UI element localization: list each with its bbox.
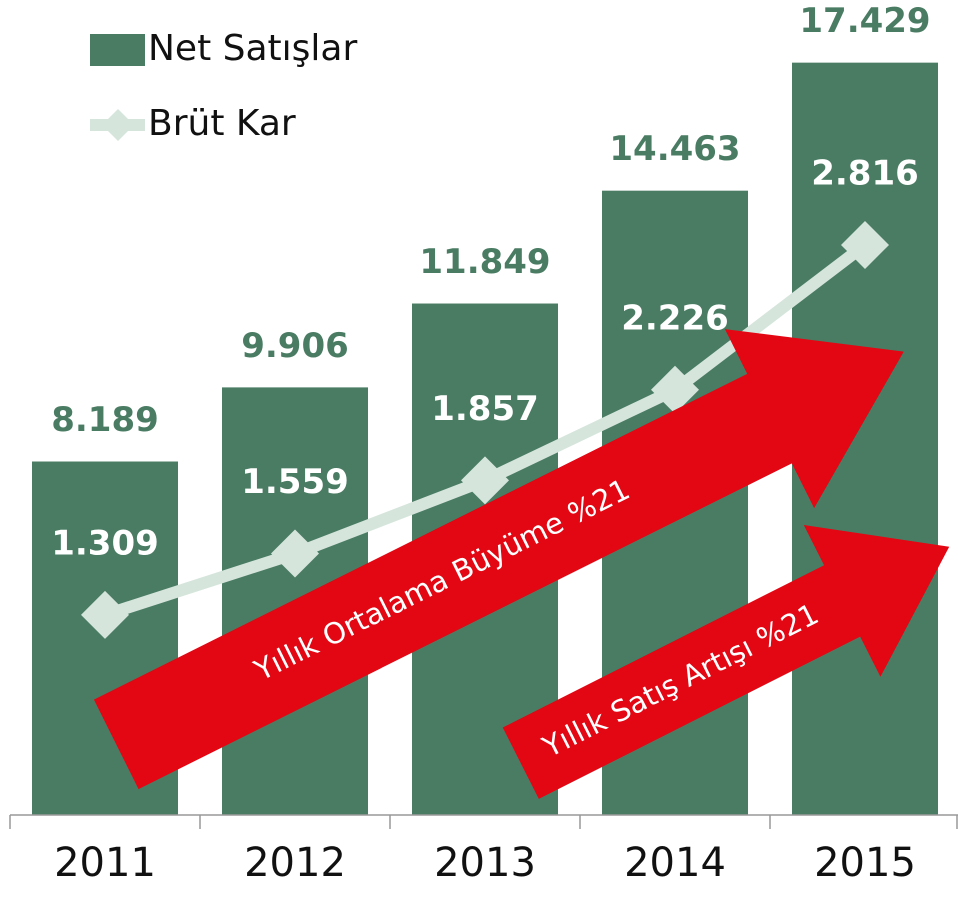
x-tick-label: 2012 xyxy=(244,840,346,886)
x-tick-label: 2011 xyxy=(54,840,156,886)
arrow-shape xyxy=(502,525,950,799)
bar-value-label: 11.849 xyxy=(419,242,550,282)
line-marker xyxy=(81,590,129,639)
line-marker xyxy=(841,220,889,269)
line-value-label: 2.226 xyxy=(621,298,729,338)
line-marker xyxy=(271,529,319,578)
line-value-label: 1.559 xyxy=(241,462,349,502)
legend-marker xyxy=(102,109,134,141)
bar-value-label: 14.463 xyxy=(609,129,740,169)
line-value-label: 2.816 xyxy=(811,153,919,193)
line-value-label: 1.309 xyxy=(51,523,159,563)
line-value-label: 1.857 xyxy=(431,389,539,429)
line-marker xyxy=(461,456,509,505)
bar-value-label: 17.429 xyxy=(799,1,930,41)
arrow-shape xyxy=(93,329,904,790)
legend-label: Net Satışlar xyxy=(148,28,357,69)
x-tick-label: 2014 xyxy=(624,840,726,886)
x-tick-label: 2015 xyxy=(814,840,916,886)
line-marker xyxy=(651,365,699,414)
x-tick-label: 2013 xyxy=(434,840,536,886)
legend-swatch xyxy=(90,34,145,66)
bar-value-label: 9.906 xyxy=(241,326,349,366)
legend-label: Brüt Kar xyxy=(148,103,296,144)
bar-value-label: 8.189 xyxy=(51,400,159,440)
